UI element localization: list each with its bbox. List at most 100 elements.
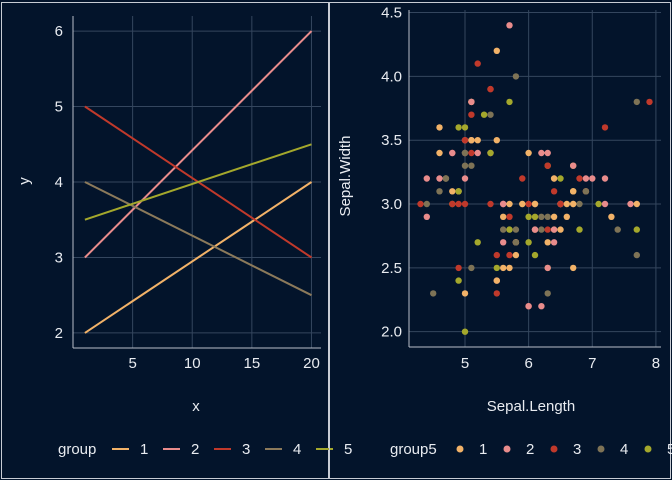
scatter-chart-panel-border xyxy=(329,2,671,479)
scatter-point-group-3 xyxy=(493,251,500,259)
scatter-chart-x-ticks: 5 6 7 8 xyxy=(461,355,660,372)
line-chart-y-tick-label: 5 xyxy=(55,99,63,116)
scatter-point-group-1 xyxy=(563,213,570,220)
scatter-point-group-5 xyxy=(633,226,640,233)
scatter-point-group-1 xyxy=(512,251,520,259)
scatter-chart-x-tick-label: 6 xyxy=(524,355,532,372)
scatter-point-group-2 xyxy=(474,149,481,157)
scatter-point-group-5 xyxy=(455,277,462,284)
scatter-point-group-1 xyxy=(449,188,456,195)
scatter-point-group-4 xyxy=(468,264,475,272)
scatter-point-group-3 xyxy=(646,98,653,106)
scatter-point-group-1 xyxy=(633,200,640,208)
scatter-chart-y-tick-label: 4.0 xyxy=(381,68,402,85)
scatter-point-group-3 xyxy=(544,226,551,233)
scatter-point-group-5 xyxy=(525,239,532,246)
scatter-point-group-4 xyxy=(436,188,443,195)
scatter-point-group-4 xyxy=(633,251,640,259)
line-chart-legend-title: group xyxy=(58,441,96,458)
scatter-point-group-3 xyxy=(449,200,456,208)
scatter-point-group-3 xyxy=(474,60,481,67)
line-chart-y-tick-label: 6 xyxy=(55,23,63,40)
scatter-point-group-1 xyxy=(570,200,577,208)
scatter-chart-y-tick-label: 4.5 xyxy=(381,5,402,22)
scatter-point-group-2 xyxy=(461,175,469,182)
scatter-point-group-2 xyxy=(500,239,507,246)
scatter-point-group-1 xyxy=(608,213,615,220)
scatter-point-group-2 xyxy=(550,239,558,246)
scatter-point-group-1 xyxy=(506,200,513,208)
scatter-point-group-1 xyxy=(436,149,443,157)
scatter-chart-x-axis-label: Sepal.Length xyxy=(487,398,575,415)
scatter-chart-legend-title: group5 xyxy=(390,441,437,458)
scatter-point-group-2 xyxy=(423,213,430,220)
line-chart-series xyxy=(84,30,313,334)
scatter-point-group-5 xyxy=(525,213,532,220)
line-chart-legend-label-5: 5 xyxy=(344,441,352,458)
scatter-chart-x-tick-label: 8 xyxy=(652,355,660,372)
scatter-point-group-1 xyxy=(506,264,513,272)
line-chart-x-axis-label: x xyxy=(192,398,200,415)
scatter-point-group-1 xyxy=(474,137,481,144)
scatter-point-group-5 xyxy=(493,264,500,272)
scatter-point-group-1 xyxy=(493,277,500,284)
scatter-point-group-3 xyxy=(506,213,513,220)
line-chart-legend-label-2: 2 xyxy=(191,441,199,458)
scatter-point-group-5 xyxy=(531,213,539,220)
scatter-point-group-2 xyxy=(589,175,596,182)
scatter-point-group-4 xyxy=(512,73,520,80)
scatter-chart: 5 6 7 8 2.0 2.5 3.0 3.5 4.0 4.5 Sepal.Length Sep… xyxy=(329,2,672,479)
scatter-chart-legend-label-1: 1 xyxy=(479,441,487,458)
scatter-point-group-1 xyxy=(436,124,443,131)
scatter-chart-y-tick-label: 3.0 xyxy=(381,196,402,213)
scatter-point-group-2 xyxy=(544,264,551,272)
line-chart-y-tick-label: 2 xyxy=(55,325,63,342)
scatter-point-group-3 xyxy=(417,200,424,208)
scatter-point-group-4 xyxy=(633,98,640,106)
scatter-point-group-2 xyxy=(544,149,551,157)
scatter-point-group-1 xyxy=(570,188,577,195)
line-chart-legend: group 1 2 3 4 5 xyxy=(58,441,352,458)
scatter-point-group-5 xyxy=(455,124,462,131)
scatter-point-group-4 xyxy=(576,200,583,208)
scatter-point-group-1 xyxy=(557,226,564,233)
scatter-point-group-5 xyxy=(480,111,488,118)
line-chart-y-axis-label: y xyxy=(16,177,33,185)
scatter-point-group-3 xyxy=(468,149,475,157)
scatter-point-group-1 xyxy=(493,137,500,144)
scatter-point-group-3 xyxy=(544,162,551,169)
scatter-chart-points xyxy=(417,22,653,335)
scatter-point-group-1 xyxy=(570,264,577,272)
scatter-point-group-4 xyxy=(538,226,545,233)
scatter-point-group-2 xyxy=(570,162,577,169)
line-chart-legend-label-4: 4 xyxy=(293,441,301,458)
scatter-chart-legend-key-3 xyxy=(550,445,558,453)
scatter-point-group-5 xyxy=(487,149,494,157)
scatter-point-group-4 xyxy=(582,188,590,195)
scatter-chart-x-tick-label: 5 xyxy=(461,355,469,372)
scatter-point-group-3 xyxy=(455,264,462,272)
line-chart-x-tick-label: 5 xyxy=(128,355,136,372)
scatter-point-group-3 xyxy=(493,290,500,297)
scatter-point-group-4 xyxy=(544,290,551,297)
scatter-point-group-1 xyxy=(550,213,558,220)
line-chart-x-tick-label: 15 xyxy=(244,355,261,372)
scatter-chart-y-tick-label: 3.5 xyxy=(381,132,402,149)
line-chart-panel-border xyxy=(1,2,329,479)
scatter-point-group-5 xyxy=(506,226,513,233)
scatter-point-group-5 xyxy=(595,200,602,208)
scatter-point-group-4 xyxy=(487,111,494,118)
scatter-point-group-2 xyxy=(436,175,443,182)
scatter-point-group-3 xyxy=(487,200,494,208)
scatter-point-group-2 xyxy=(423,175,430,182)
line-chart-y-ticks: 2 3 4 5 6 xyxy=(55,23,63,342)
scatter-point-group-2 xyxy=(601,200,609,208)
scatter-chart-y-axis-label: Sepal.Width xyxy=(337,136,354,217)
scatter-point-group-4 xyxy=(423,200,430,208)
scatter-chart-legend-key-4 xyxy=(597,445,605,453)
scatter-point-group-2 xyxy=(449,149,456,157)
line-chart-y-tick-label: 4 xyxy=(55,174,63,191)
scatter-point-group-1 xyxy=(500,264,507,272)
